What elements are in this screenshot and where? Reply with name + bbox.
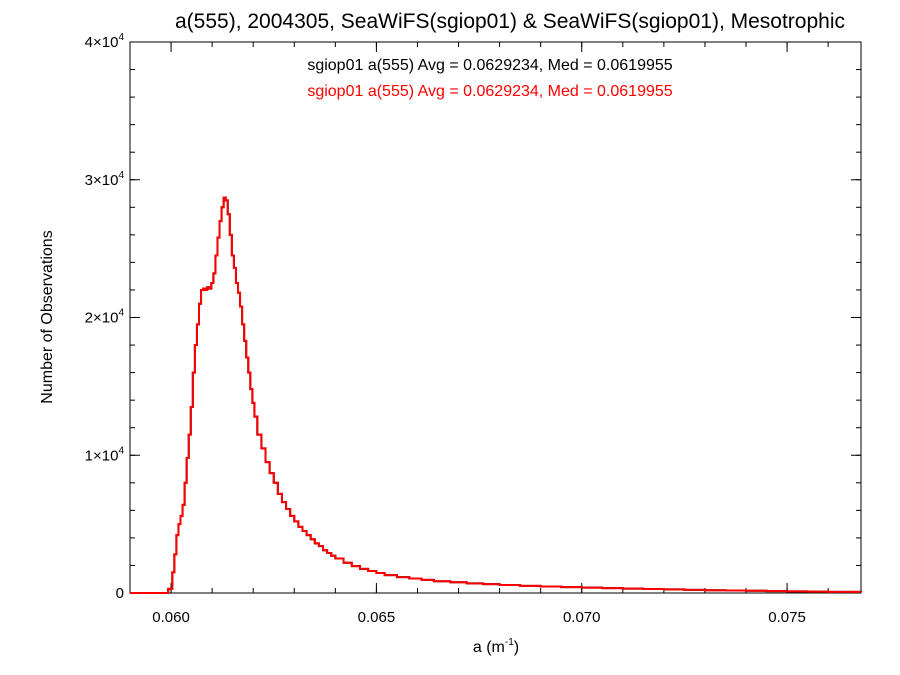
y-tick-exponent: 4 bbox=[118, 445, 124, 456]
x-tick-label: 0.060 bbox=[152, 609, 190, 626]
data-series bbox=[130, 196, 862, 594]
y-tick-mantissa: 1×10 bbox=[85, 447, 119, 464]
axis-ticks: 0.060 0.065 0.070 0.07501×1042×1043×1044×10… bbox=[85, 32, 861, 626]
y-tick-mantissa: 2×10 bbox=[85, 310, 119, 327]
annotation-black: sgiop01 a(555) Avg = 0.0629234, Med = 0.… bbox=[307, 57, 672, 74]
y-tick-exponent: 4 bbox=[118, 308, 124, 319]
x-tick-label: 0.065 bbox=[358, 609, 396, 626]
x-axis-label-base: a (m bbox=[473, 639, 505, 656]
y-tick-mantissa: 4×10 bbox=[85, 34, 119, 51]
annotation-red: sgiop01 a(555) Avg = 0.0629234, Med = 0.… bbox=[307, 83, 672, 100]
y-tick-mantissa: 0 bbox=[116, 585, 124, 602]
x-axis-label-exponent: -1 bbox=[505, 637, 514, 648]
series-red-line bbox=[130, 196, 862, 594]
y-tick-exponent: 4 bbox=[118, 170, 124, 181]
y-tick-label: 3×104 bbox=[85, 170, 125, 189]
y-tick-exponent: 4 bbox=[118, 32, 124, 43]
x-tick-label: 0.070 bbox=[563, 609, 601, 626]
x-axis-label-close: ) bbox=[514, 639, 519, 656]
y-tick-mantissa: 3×10 bbox=[85, 172, 119, 189]
chart-title: a(555), 2004305, SeaWiFS(sgiop01) & SeaW… bbox=[175, 10, 845, 33]
plot-frame bbox=[129, 41, 862, 594]
y-tick-label: 1×104 bbox=[85, 445, 125, 464]
y-tick-label: 2×104 bbox=[85, 308, 125, 327]
x-axis-label: a (m-1) bbox=[473, 637, 519, 656]
y-axis-label: Number of Observations bbox=[39, 230, 56, 403]
x-tick-label: 0.075 bbox=[768, 609, 806, 626]
y-tick-label: 0 bbox=[116, 585, 124, 602]
y-tick-label: 4×104 bbox=[85, 32, 125, 51]
series-black-line bbox=[130, 196, 862, 594]
